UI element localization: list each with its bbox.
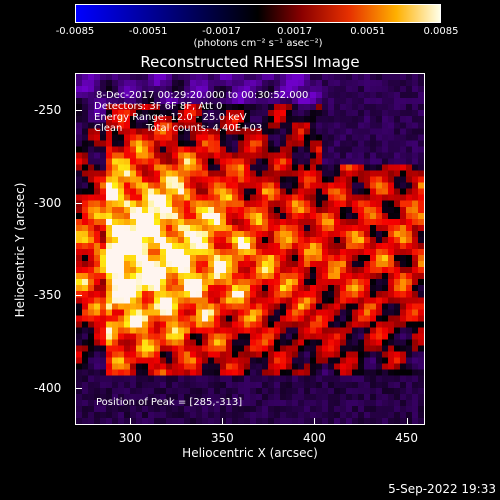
y-tick-mark (76, 202, 82, 204)
colorbar-tick-label: 0.0051 (350, 26, 386, 37)
colorbar-gradient (76, 5, 440, 22)
x-tick-mark (314, 418, 316, 424)
colorbar-tick-label: -0.0051 (128, 26, 168, 37)
heatmap-image (76, 74, 424, 424)
y-tick-mark (76, 295, 82, 297)
y-tick-label: -250 (34, 103, 62, 118)
info-method: Clean (94, 123, 123, 134)
x-tick-label: 400 (303, 431, 326, 445)
colorbar-label: (photons cm⁻² s⁻¹ asec⁻²) (193, 38, 323, 49)
colorbar-tick-label: 0.0017 (277, 26, 313, 37)
y-tick-label: -350 (34, 288, 62, 303)
info-detectors: Detectors: 3F 6F 8F, Att 0 (94, 101, 223, 112)
info-time-range: 8-Dec-2017 00:29:20.000 to 00:30:52.000 (96, 90, 309, 101)
x-tick-mark (222, 418, 224, 424)
colorbar-tick-label: 0.0085 (423, 26, 459, 37)
x-tick-label: 300 (118, 431, 142, 445)
info-total-counts: Total counts: 4.40E+03 (146, 123, 263, 134)
colorbar (75, 4, 441, 23)
timestamp: 5-Sep-2022 19:33 (388, 482, 496, 496)
y-tick-label: -300 (34, 195, 62, 210)
y-tick-mark (76, 387, 82, 389)
plot-area: 8-Dec-2017 00:29:20.000 to 00:30:52.000 … (75, 73, 425, 425)
x-tick-label: 350 (210, 431, 234, 445)
x-tick-mark (130, 418, 132, 424)
y-axis-label: Heliocentric Y (arcsec) (13, 182, 27, 318)
x-axis-label: Heliocentric X (arcsec) (182, 446, 318, 460)
info-energy-range: Energy Range: 12.0 - 25.0 keV (94, 112, 247, 123)
y-tick-mark (76, 110, 82, 112)
peak-position: Position of Peak = [285,-313] (96, 397, 243, 408)
x-tick-label: 450 (395, 431, 419, 445)
chart-title: Reconstructed RHESSI Image (140, 53, 360, 71)
y-tick-label: -400 (34, 380, 62, 395)
colorbar-tick-label: -0.0085 (55, 26, 95, 37)
x-tick-mark (406, 418, 408, 424)
colorbar-tick-label: -0.0017 (202, 26, 241, 37)
